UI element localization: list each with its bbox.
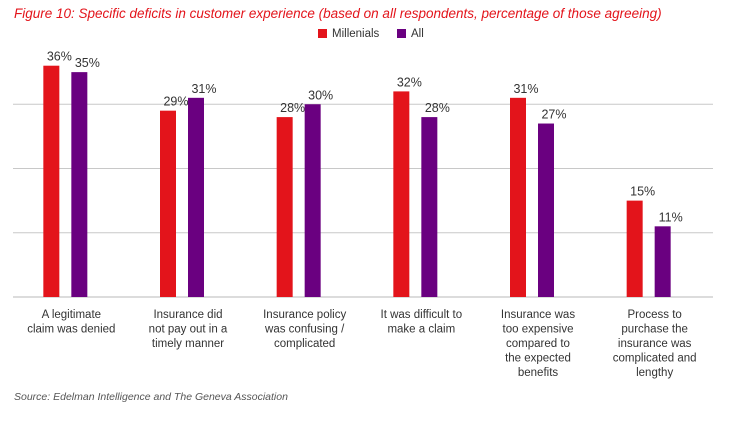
category-label: Process to purchase the insurance was compl… bbox=[613, 309, 697, 379]
bar-millenials bbox=[393, 91, 410, 298]
legend-label-millenials: Millenials bbox=[332, 28, 380, 40]
bar-millenials bbox=[276, 117, 293, 297]
category-label: A legitimate claim was denied bbox=[27, 309, 115, 336]
bar-all bbox=[538, 123, 554, 298]
data-label: 35% bbox=[75, 56, 100, 70]
data-label: 11% bbox=[659, 210, 683, 224]
bar-millenials bbox=[510, 97, 526, 297]
data-label: 31% bbox=[191, 82, 216, 96]
category-label: Insurance did not pay out in a timely mann… bbox=[149, 309, 228, 350]
bar-all bbox=[71, 72, 88, 297]
legend-swatch-millenials bbox=[318, 29, 327, 38]
category-label: Insurance was too expensive compared to the… bbox=[501, 309, 575, 379]
data-label: 15% bbox=[630, 185, 655, 199]
figure-title: Figure 10: Specific deficits in customer… bbox=[14, 6, 662, 21]
data-label: 31% bbox=[513, 82, 538, 96]
bar-millenials bbox=[43, 65, 60, 297]
data-label: 30% bbox=[308, 88, 333, 102]
data-label: 32% bbox=[397, 75, 422, 89]
bar-millenials bbox=[626, 200, 643, 297]
data-label: 28% bbox=[280, 101, 305, 115]
data-label: 29% bbox=[163, 95, 188, 109]
bar-millenials bbox=[160, 110, 176, 297]
source-note: Source: Edelman Intelligence and The Gen… bbox=[14, 391, 288, 403]
bar-all bbox=[421, 117, 438, 297]
data-label: 27% bbox=[541, 108, 566, 122]
legend-swatch-all bbox=[397, 29, 406, 38]
legend-label-all: All bbox=[411, 28, 424, 40]
category-label: Insurance policy was confusing / complicat… bbox=[263, 309, 346, 350]
bar-all bbox=[304, 104, 321, 297]
category-label: It was difficult to make a claim bbox=[381, 309, 463, 336]
data-label: 28% bbox=[425, 101, 450, 115]
bar-all bbox=[188, 97, 204, 297]
data-label: 36% bbox=[47, 50, 72, 64]
bar-all bbox=[654, 226, 671, 297]
